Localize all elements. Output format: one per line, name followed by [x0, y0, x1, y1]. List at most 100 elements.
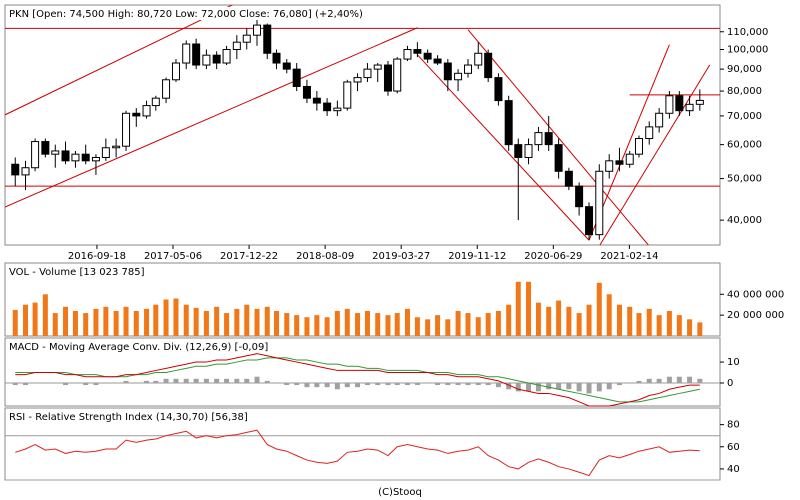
candle-body: [484, 52, 493, 79]
histogram-bar: [465, 382, 471, 386]
y-tick-label: 10: [727, 357, 740, 368]
candle-body: [302, 85, 311, 99]
candle-body: [142, 105, 151, 117]
bar: [586, 304, 592, 336]
histogram-bar: [173, 378, 179, 383]
bar: [535, 302, 541, 336]
candle-body: [171, 62, 180, 81]
histogram-bar: [63, 382, 69, 386]
y-tick-label: 100,000: [727, 45, 768, 56]
bar: [203, 310, 209, 336]
x-tick-label: 2021-02-14: [600, 251, 658, 262]
histogram-bar: [445, 382, 451, 386]
candle-body: [192, 43, 201, 66]
bar: [385, 315, 391, 336]
bar: [93, 308, 99, 336]
candle-body: [353, 77, 362, 83]
candle-body: [182, 43, 191, 64]
bar: [465, 313, 471, 336]
histogram-bar: [284, 382, 290, 386]
bar: [425, 319, 431, 336]
histogram-bar: [83, 382, 89, 386]
bar: [687, 319, 693, 336]
histogram-bar: [546, 382, 552, 390]
trendline: [467, 29, 649, 245]
histogram-bar: [234, 378, 240, 383]
bar: [435, 315, 441, 336]
histogram-bar: [324, 382, 330, 388]
footer: (C)Stooq: [378, 487, 422, 498]
candle-body: [323, 102, 332, 112]
histogram-bar: [697, 378, 703, 383]
y-tick-label: 90,000: [727, 64, 762, 75]
candle-body: [675, 95, 684, 112]
y-tick-label: 40,000: [727, 215, 762, 226]
x-tick-label: 2019-03-27: [372, 251, 430, 262]
histogram-bar: [355, 382, 361, 388]
candle-body: [222, 49, 231, 64]
histogram-bar: [344, 382, 350, 388]
histogram-bar: [385, 382, 391, 386]
histogram-bar: [93, 382, 99, 386]
plot-area: [12, 353, 703, 407]
x-tick-label: 2017-12-22: [220, 251, 278, 262]
bar: [254, 308, 260, 336]
bar: [83, 313, 89, 336]
y-tick-label: 20 000 000: [727, 310, 784, 321]
histogram-bar: [364, 382, 370, 386]
histogram-bar: [666, 376, 672, 383]
plot-area: [5, 5, 720, 245]
bar: [123, 306, 129, 336]
bar: [52, 313, 58, 336]
bar: [646, 308, 652, 336]
candle-body: [685, 103, 694, 112]
panel-title: PKN [Open: 74,500 High: 80,720 Low: 72,0…: [9, 9, 363, 20]
bar: [656, 315, 662, 336]
histogram-bar: [23, 382, 29, 386]
histogram-bar: [294, 382, 300, 386]
candle-body: [91, 156, 100, 162]
y-tick-label: 0: [727, 378, 733, 389]
bar: [596, 282, 602, 336]
bar: [72, 310, 78, 336]
panel: [4, 4, 721, 246]
histogram-bar: [404, 382, 410, 386]
candle-body: [504, 100, 513, 146]
histogram-bar: [606, 382, 612, 390]
histogram-bar: [12, 382, 18, 386]
candle-body: [463, 64, 472, 74]
title-background: [7, 7, 366, 20]
candle-body: [282, 62, 291, 70]
bar: [264, 306, 270, 336]
histogram-bar: [123, 380, 129, 383]
histogram-bar: [656, 378, 662, 383]
x-tick-label: 2019-11-12: [448, 251, 506, 262]
x-tick-label: 2017-05-06: [144, 251, 202, 262]
bar: [63, 306, 69, 336]
histogram-bar: [435, 382, 441, 386]
candle-body: [61, 150, 70, 162]
candle-body: [112, 145, 121, 149]
histogram-bar: [485, 382, 491, 386]
candle-body: [575, 185, 584, 208]
bar: [506, 304, 512, 336]
bar: [394, 313, 400, 336]
candle-body: [202, 54, 211, 66]
candle-body: [443, 62, 452, 81]
candle-body: [494, 77, 503, 102]
histogram-bar: [163, 378, 169, 383]
bar: [32, 302, 38, 336]
x-tick-label: 2020-06-29: [524, 251, 582, 262]
bar: [636, 313, 642, 336]
histogram-bar: [244, 378, 250, 383]
candle-body: [554, 144, 563, 172]
bar: [173, 298, 179, 336]
histogram-bar: [455, 382, 461, 386]
panel-title: VOL - Volume [13 023 785]: [9, 267, 145, 278]
candle-body: [373, 64, 382, 70]
title-background: [7, 410, 251, 423]
candle-body: [272, 52, 281, 64]
bar: [334, 310, 340, 336]
candle-body: [634, 138, 643, 155]
